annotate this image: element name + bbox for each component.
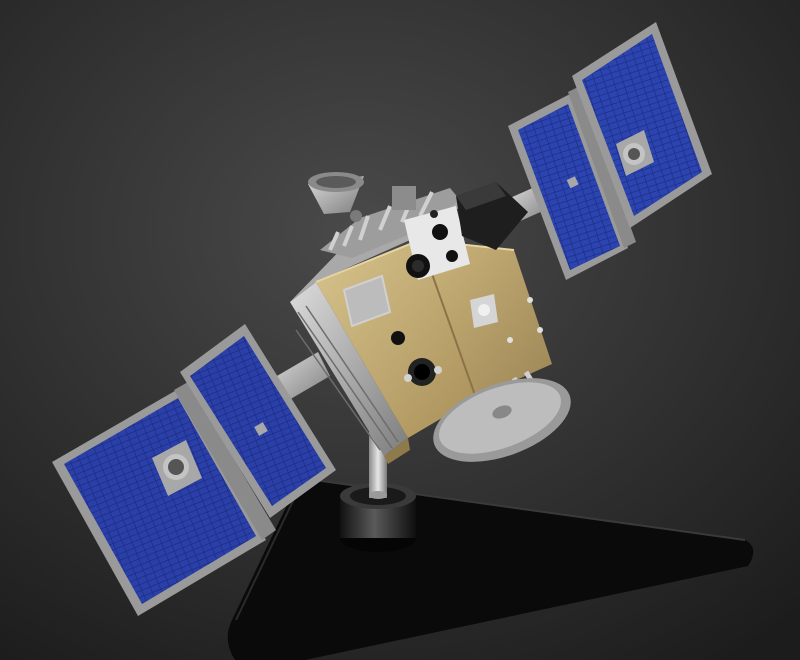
solar-panel-left: [52, 324, 336, 616]
antenna-dish: [433, 378, 571, 462]
solar-panel-right: [508, 22, 712, 280]
satellite-body: [290, 172, 552, 464]
